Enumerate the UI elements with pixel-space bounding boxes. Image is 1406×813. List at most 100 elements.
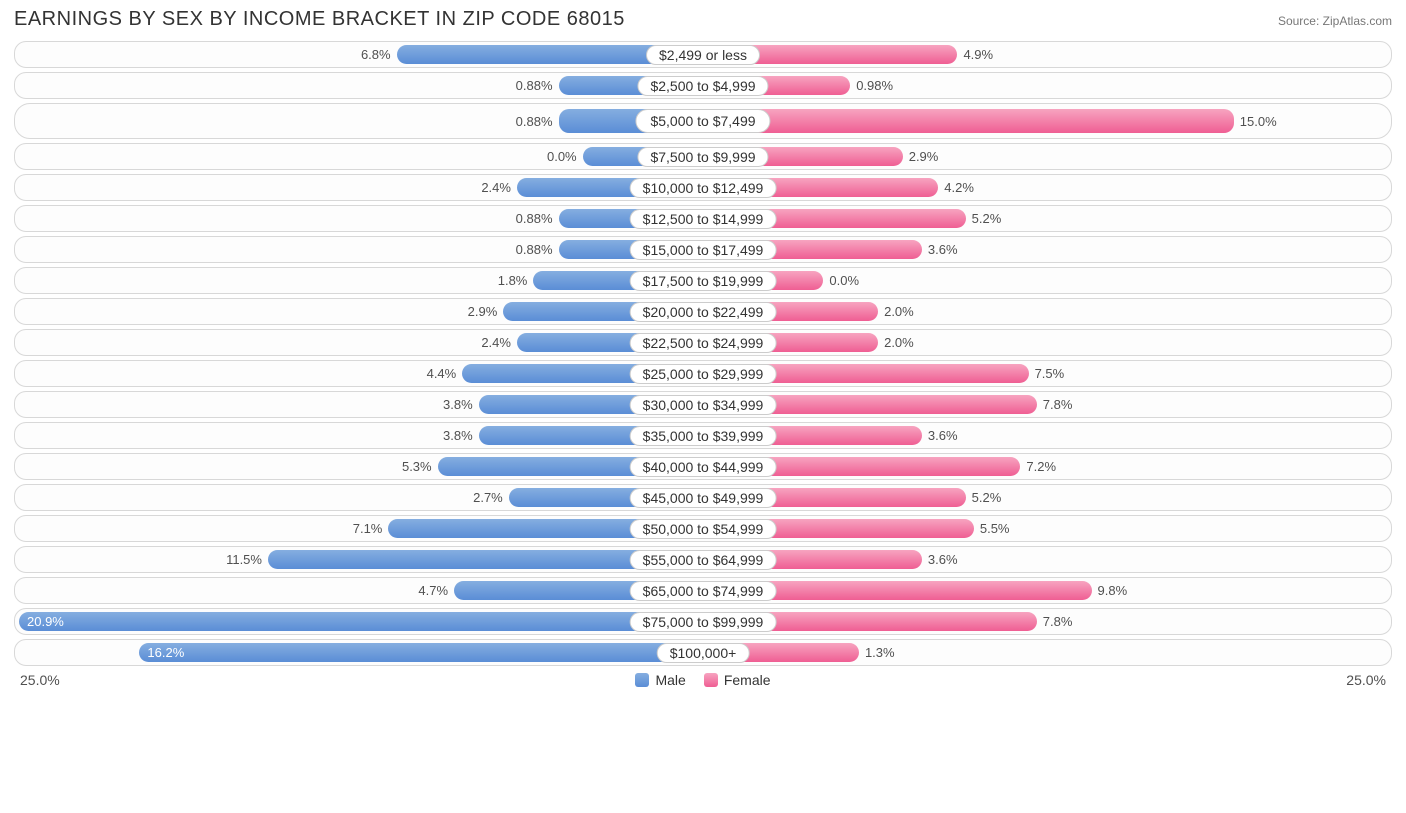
chart-row: 7.1% 5.5%$50,000 to $54,999 bbox=[14, 515, 1392, 542]
female-half: 0.98% bbox=[703, 76, 1387, 95]
bracket-label: $75,000 to $99,999 bbox=[630, 612, 777, 632]
bracket-label: $55,000 to $64,999 bbox=[630, 550, 777, 570]
male-half: 4.4% bbox=[19, 364, 703, 383]
female-half: 4.9% bbox=[703, 45, 1387, 64]
female-pct-label: 0.98% bbox=[850, 78, 899, 93]
chart-row: 4.7%9.8%$65,000 to $74,999 bbox=[14, 577, 1392, 604]
female-pct-label: 1.3% bbox=[859, 645, 901, 660]
bracket-label: $17,500 to $19,999 bbox=[630, 271, 777, 291]
female-pct-label: 2.0% bbox=[878, 335, 920, 350]
chart-row: 0.0% 2.9% $7,500 to $9,999 bbox=[14, 143, 1392, 170]
male-pct-label: 2.7% bbox=[467, 490, 509, 505]
male-half: 0.88% bbox=[19, 209, 703, 228]
bracket-label: $65,000 to $74,999 bbox=[630, 581, 777, 601]
male-pct-label: 2.9% bbox=[462, 304, 504, 319]
chart-title: EARNINGS BY SEX BY INCOME BRACKET IN ZIP… bbox=[14, 8, 625, 31]
male-half: 3.8% bbox=[19, 426, 703, 445]
header: EARNINGS BY SEX BY INCOME BRACKET IN ZIP… bbox=[14, 8, 1392, 31]
bracket-label: $50,000 to $54,999 bbox=[630, 519, 777, 539]
male-half: 0.88% bbox=[19, 240, 703, 259]
bracket-label: $15,000 to $17,499 bbox=[630, 240, 777, 260]
bracket-label: $2,500 to $4,999 bbox=[637, 76, 768, 96]
female-pct-label: 3.6% bbox=[922, 552, 964, 567]
bracket-label: $10,000 to $12,499 bbox=[630, 178, 777, 198]
male-half: 3.8% bbox=[19, 395, 703, 414]
male-half: 5.3% bbox=[19, 457, 703, 476]
source-attribution: Source: ZipAtlas.com bbox=[1278, 14, 1392, 28]
male-pct-label: 0.88% bbox=[510, 242, 559, 257]
female-pct-label: 7.8% bbox=[1037, 397, 1079, 412]
male-bar: 16.2% bbox=[139, 643, 703, 662]
female-pct-label: 2.0% bbox=[878, 304, 920, 319]
male-pct-label: 11.5% bbox=[220, 552, 268, 567]
male-pct-label: 1.8% bbox=[492, 273, 534, 288]
female-half: 5.5% bbox=[703, 519, 1387, 538]
bracket-label: $100,000+ bbox=[657, 643, 750, 663]
male-half: 2.4% bbox=[19, 333, 703, 352]
chart-footer: 25.0% Male Female 25.0% bbox=[14, 672, 1392, 688]
legend: Male Female bbox=[635, 672, 770, 688]
chart-row: 1.8% 0.0% $17,500 to $19,999 bbox=[14, 267, 1392, 294]
female-pct-label: 3.6% bbox=[922, 242, 964, 257]
butterfly-chart: 6.8% 4.9% $2,499 or less 0.88% 0.98% $2,500 t… bbox=[14, 41, 1392, 666]
female-half: 3.6% bbox=[703, 426, 1387, 445]
female-pct-label: 0.0% bbox=[823, 273, 865, 288]
axis-max-right: 25.0% bbox=[1346, 672, 1386, 688]
female-half: 1.3% bbox=[703, 643, 1387, 662]
bracket-label: $40,000 to $44,999 bbox=[630, 457, 777, 477]
chart-row: 11.5% 3.6% $55,000 to $64,999 bbox=[14, 546, 1392, 573]
male-half: 2.7% bbox=[19, 488, 703, 507]
female-half: 0.0% bbox=[703, 271, 1387, 290]
female-half: 2.0% bbox=[703, 302, 1387, 321]
male-bar: 20.9% bbox=[19, 612, 703, 631]
chart-row: 3.8% 3.6% $35,000 to $39,999 bbox=[14, 422, 1392, 449]
female-half: 9.8% bbox=[703, 581, 1387, 600]
female-half: 15.0% bbox=[703, 109, 1387, 133]
female-pct-label: 2.9% bbox=[903, 149, 945, 164]
male-pct-label: 7.1% bbox=[347, 521, 389, 536]
female-half: 4.2% bbox=[703, 178, 1387, 197]
female-half: 2.0% bbox=[703, 333, 1387, 352]
chart-row: 2.4%2.0%$22,500 to $24,999 bbox=[14, 329, 1392, 356]
female-pct-label: 3.6% bbox=[922, 428, 964, 443]
male-pct-label: 0.0% bbox=[541, 149, 583, 164]
chart-container: EARNINGS BY SEX BY INCOME BRACKET IN ZIP… bbox=[0, 0, 1406, 702]
male-half: 0.88% bbox=[19, 109, 703, 133]
male-pct-label: 0.88% bbox=[510, 211, 559, 226]
male-pct-label: 4.4% bbox=[421, 366, 463, 381]
legend-item-male: Male bbox=[635, 672, 685, 688]
female-pct-label: 4.9% bbox=[957, 47, 999, 62]
chart-row: 0.88% 0.98% $2,500 to $4,999 bbox=[14, 72, 1392, 99]
bracket-label: $5,000 to $7,499 bbox=[635, 109, 770, 133]
bracket-label: $12,500 to $14,999 bbox=[630, 209, 777, 229]
bracket-label: $7,500 to $9,999 bbox=[637, 147, 768, 167]
bracket-label: $2,499 or less bbox=[646, 45, 760, 65]
chart-row: 20.9%7.8%$75,000 to $99,999 bbox=[14, 608, 1392, 635]
chart-row: 6.8% 4.9% $2,499 or less bbox=[14, 41, 1392, 68]
chart-row: 16.2% 1.3% $100,000+ bbox=[14, 639, 1392, 666]
bracket-label: $45,000 to $49,999 bbox=[630, 488, 777, 508]
male-half: 16.2% bbox=[19, 643, 703, 662]
male-pct-label: 3.8% bbox=[437, 397, 479, 412]
female-half: 7.2% bbox=[703, 457, 1387, 476]
male-pct-label: 0.88% bbox=[510, 78, 559, 93]
chart-row: 0.88% 3.6% $15,000 to $17,499 bbox=[14, 236, 1392, 263]
female-swatch-icon bbox=[704, 673, 718, 687]
male-pct-label: 6.8% bbox=[355, 47, 397, 62]
female-half: 5.2% bbox=[703, 488, 1387, 507]
male-swatch-icon bbox=[635, 673, 649, 687]
male-pct-label: 2.4% bbox=[475, 180, 517, 195]
male-half: 0.0% bbox=[19, 147, 703, 166]
male-pct-label: 5.3% bbox=[396, 459, 438, 474]
female-pct-label: 5.2% bbox=[966, 490, 1008, 505]
female-half: 5.2% bbox=[703, 209, 1387, 228]
chart-row: 4.4%7.5%$25,000 to $29,999 bbox=[14, 360, 1392, 387]
female-pct-label: 7.5% bbox=[1029, 366, 1071, 381]
male-pct-label: 16.2% bbox=[147, 645, 184, 660]
female-half: 3.6% bbox=[703, 240, 1387, 259]
male-pct-label: 20.9% bbox=[27, 614, 64, 629]
female-pct-label: 4.2% bbox=[938, 180, 980, 195]
bracket-label: $30,000 to $34,999 bbox=[630, 395, 777, 415]
bracket-label: $35,000 to $39,999 bbox=[630, 426, 777, 446]
male-half: 2.9% bbox=[19, 302, 703, 321]
